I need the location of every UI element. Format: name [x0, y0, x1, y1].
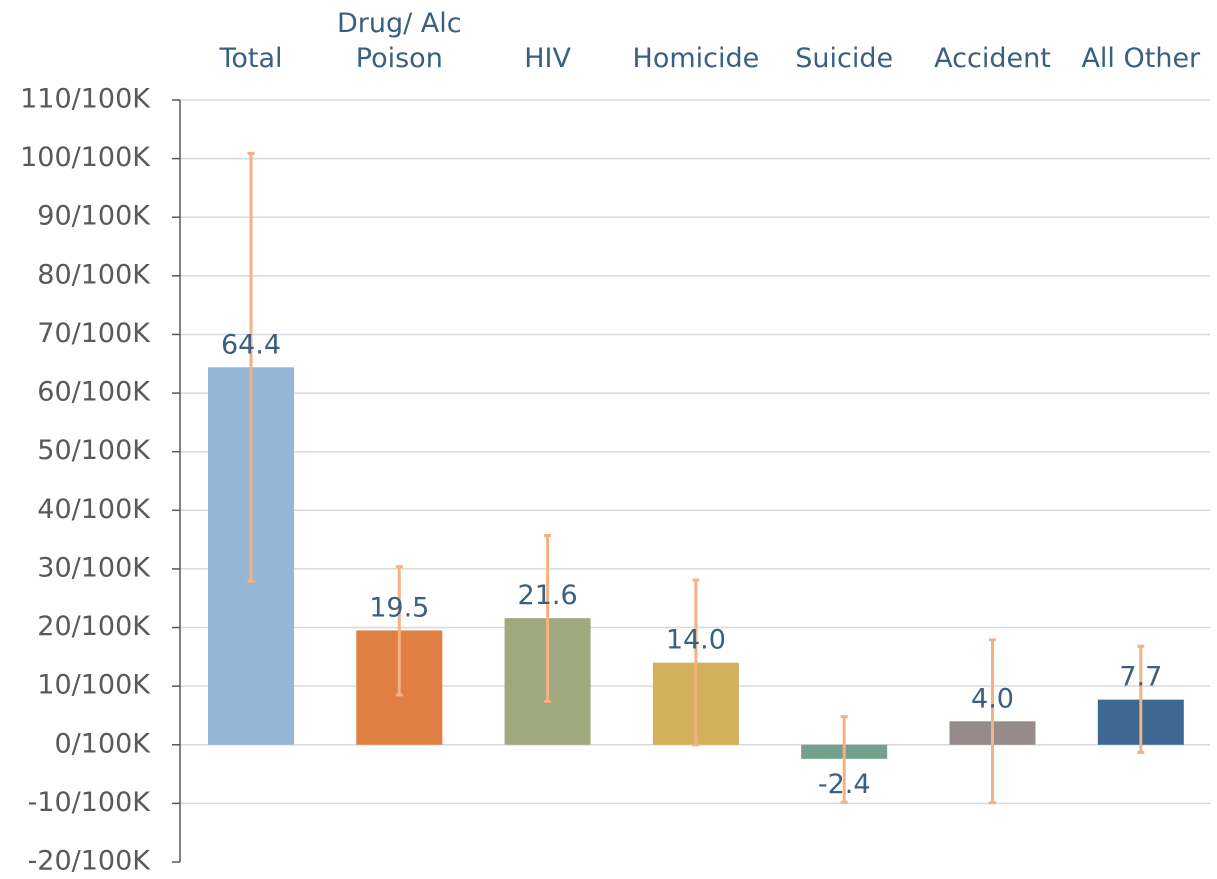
- y-tick-label: 60/100K: [37, 377, 151, 408]
- y-tick-label: 0/100K: [54, 728, 151, 759]
- category-label: Accident: [934, 43, 1051, 74]
- category-label: All Other: [1081, 43, 1201, 74]
- data-label: -2.4: [818, 769, 871, 800]
- y-tick-label: 50/100K: [37, 435, 151, 466]
- data-label: 21.6: [518, 580, 578, 611]
- category-label: Drug/ Alc Poison: [337, 8, 462, 74]
- y-tick-label: 80/100K: [37, 259, 151, 290]
- y-axis: 110/100K 100/100K 90/100K 80/100K 70/100K 60/…: [20, 84, 181, 877]
- y-tick-label: 20/100K: [37, 611, 151, 642]
- category-label: Suicide: [795, 43, 893, 74]
- y-tick-label: 70/100K: [37, 318, 151, 349]
- category-label: Homicide: [633, 43, 760, 74]
- gridlines: [180, 99, 1210, 805]
- category-labels: Total Drug/ Alc Poison HIV Homicide Suicide Ac…: [218, 8, 1201, 74]
- value-labels: 64.4 19.5 21.6 14.0 -2.4 4.0 7.7: [221, 329, 1162, 800]
- data-label: 64.4: [221, 329, 281, 360]
- data-label: 7.7: [1119, 662, 1162, 693]
- data-label: 4.0: [971, 683, 1014, 714]
- y-tick-label: 40/100K: [37, 494, 151, 525]
- y-tick-label: 110/100K: [20, 84, 151, 115]
- category-label: HIV: [524, 43, 571, 74]
- y-tick-label: 90/100K: [37, 201, 151, 232]
- error-bars: [247, 151, 1145, 805]
- data-label: 14.0: [666, 625, 726, 656]
- category-label: Total: [218, 43, 282, 74]
- y-tick-label: -20/100K: [28, 846, 152, 877]
- data-label: 19.5: [369, 592, 429, 623]
- y-tick-label: 30/100K: [37, 552, 151, 583]
- y-tick-label: 10/100K: [37, 670, 151, 701]
- y-tick-label: 100/100K: [20, 142, 151, 173]
- y-tick-label: -10/100K: [28, 787, 152, 818]
